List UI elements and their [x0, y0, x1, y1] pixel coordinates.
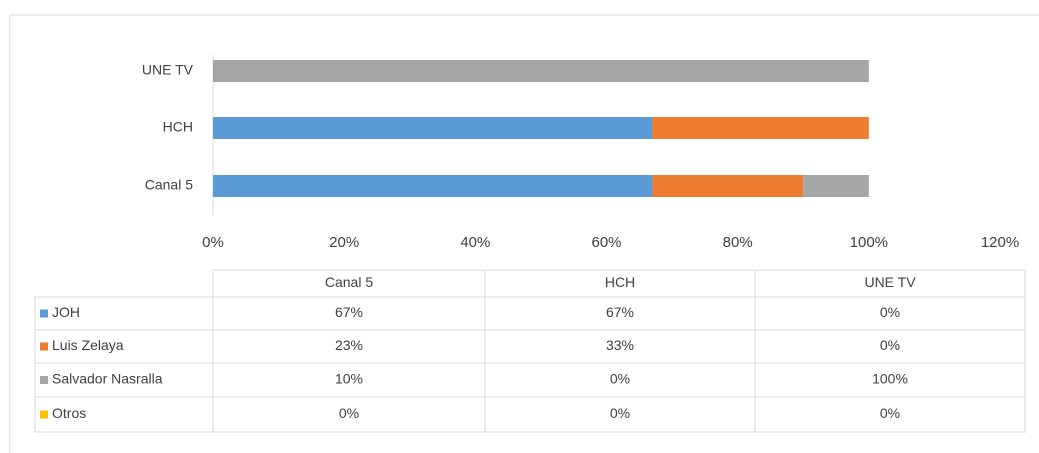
legend-swatch — [40, 309, 48, 318]
bar-segment — [213, 60, 869, 82]
table-value: 0% — [880, 304, 900, 320]
x-tick-label: 0% — [202, 234, 224, 251]
table-value: 0% — [339, 405, 359, 421]
legend-swatch — [40, 410, 48, 419]
table-value: 33% — [606, 337, 634, 353]
table-value: 67% — [606, 304, 634, 320]
table-value: 0% — [610, 371, 630, 387]
table-value: 0% — [880, 337, 900, 353]
table-cell — [754, 396, 1026, 433]
table-header: HCH — [605, 274, 635, 290]
y-tick-label: Canal 5 — [145, 177, 193, 193]
bar-segment — [213, 117, 653, 139]
table-value: 67% — [335, 304, 363, 320]
bar-segment — [652, 175, 804, 197]
legend-label: Otros — [52, 405, 86, 421]
legend-label: JOH — [52, 304, 80, 320]
legend-swatch — [40, 376, 48, 384]
bar-segment — [652, 117, 869, 139]
table-value: 23% — [335, 337, 363, 353]
x-tick-label: 120% — [981, 234, 1019, 251]
table-value: 0% — [610, 405, 630, 421]
x-tick-label: 80% — [723, 234, 753, 251]
bar-segment — [213, 175, 653, 197]
y-tick-label: HCH — [163, 119, 193, 135]
x-tick-label: 60% — [591, 234, 621, 251]
legend-label: Salvador Nasralla — [52, 371, 163, 387]
legend-label: Luis Zelaya — [52, 337, 124, 353]
table-value: 10% — [335, 371, 363, 387]
legend-swatch — [40, 342, 48, 351]
table-header: UNE TV — [864, 274, 916, 290]
y-tick-label: UNE TV — [142, 62, 194, 78]
table-value: 100% — [872, 371, 908, 387]
table-header: Canal 5 — [325, 274, 373, 290]
x-tick-label: 20% — [329, 234, 359, 251]
x-tick-label: 100% — [850, 234, 888, 251]
x-tick-label: 40% — [460, 234, 490, 251]
table-value: 0% — [880, 405, 900, 421]
bar-segment — [803, 175, 869, 197]
